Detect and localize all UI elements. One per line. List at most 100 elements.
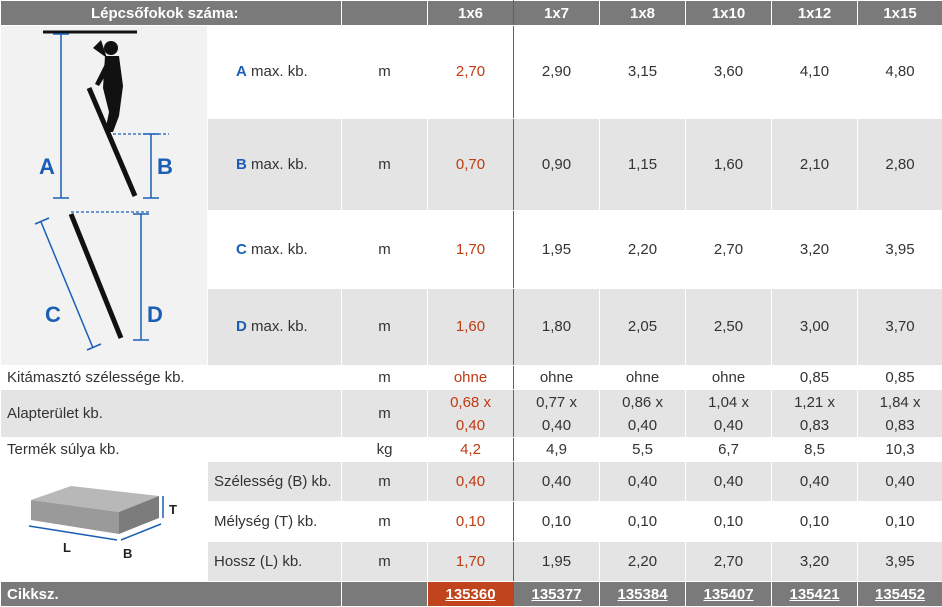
cell: 0,10 [858, 502, 942, 542]
cell: ohne [428, 366, 514, 390]
table-row: T L B Szélesség (B) kb. m 0,40 0,40 0,40… [1, 462, 942, 502]
table-row: Termék súlya kb. kg 4,2 4,9 5,5 6,7 8,5 … [1, 438, 942, 462]
article-cell: 135377 [514, 582, 600, 607]
article-link[interactable]: 135384 [617, 586, 667, 603]
row-label-b: B max. kb. [208, 118, 342, 211]
cell: 3,20 [772, 211, 858, 288]
cell: 0,10 [514, 502, 600, 542]
cell: 2,70 [428, 26, 514, 119]
unit: kg [342, 438, 428, 462]
row-label: Kitámasztó szélessége kb. [1, 366, 342, 390]
cell: 4,10 [772, 26, 858, 119]
label-b: B [157, 154, 173, 179]
table-row: A B C [1, 26, 942, 119]
cell: 0,70 [428, 118, 514, 211]
label-t: T [169, 502, 177, 517]
cell: 1,95 [514, 211, 600, 288]
cell: 3,20 [772, 542, 858, 582]
cell: ohne [686, 366, 772, 390]
header-title: Lépcsőfokok száma: [1, 1, 342, 26]
box-diagram-cell: T L B [1, 462, 208, 582]
cell: 3,95 [858, 542, 942, 582]
cell: 0,10 [428, 502, 514, 542]
box-diagram: T L B [1, 462, 207, 574]
unit: m [342, 390, 428, 438]
cell: 0,85 [772, 366, 858, 390]
cell: 2,70 [686, 211, 772, 288]
cell: 2,20 [600, 211, 686, 288]
cell: 0,40 [600, 462, 686, 502]
article-cell: 135384 [600, 582, 686, 607]
cell: 4,9 [514, 438, 600, 462]
col-1x10: 1x10 [686, 1, 772, 26]
col-1x6: 1x6 [428, 1, 514, 26]
row-label-c: C max. kb. [208, 211, 342, 288]
unit: m [342, 288, 428, 365]
cell: ohne [514, 366, 600, 390]
header-unit-blank [342, 1, 428, 26]
ladder-diagram-cell: A B C [1, 26, 208, 366]
footer-label: Cikksz. [1, 582, 342, 607]
cell: 10,3 [858, 438, 942, 462]
col-1x8: 1x8 [600, 1, 686, 26]
cell: 0,10 [686, 502, 772, 542]
header-row: Lépcsőfokok száma: 1x6 1x7 1x8 1x10 1x12… [1, 1, 942, 26]
cell: 1,60 [686, 118, 772, 211]
article-cell: 135452 [858, 582, 942, 607]
cell: 3,60 [686, 26, 772, 119]
cell: 0,40 [858, 462, 942, 502]
cell: 4,80 [858, 26, 942, 119]
row-label: Szélesség (B) kb. [208, 462, 342, 502]
label-b2: B [123, 546, 132, 561]
row-label: Alapterület kb. [1, 390, 342, 438]
label-l: L [63, 540, 71, 555]
article-cell: 135407 [686, 582, 772, 607]
cell: 0,40 [514, 462, 600, 502]
cell: ohne [600, 366, 686, 390]
article-cell: 135360 [428, 582, 514, 607]
cell: 0,10 [600, 502, 686, 542]
footer-unit-blank [342, 582, 428, 607]
article-link[interactable]: 135452 [875, 586, 925, 603]
article-cell: 135421 [772, 582, 858, 607]
cell: 6,7 [686, 438, 772, 462]
unit: m [342, 502, 428, 542]
unit: m [342, 366, 428, 390]
cell: 2,70 [686, 542, 772, 582]
unit: m [342, 211, 428, 288]
cell: 1,70 [428, 542, 514, 582]
cell: 0,40 [428, 462, 514, 502]
cell: 1,60 [428, 288, 514, 365]
cell: 1,70 [428, 211, 514, 288]
cell: 0,40 [686, 462, 772, 502]
cell: 0,10 [772, 502, 858, 542]
unit: m [342, 118, 428, 211]
cell: 3,95 [858, 211, 942, 288]
row-label-d: D max. kb. [208, 288, 342, 365]
article-link[interactable]: 135421 [789, 586, 839, 603]
cell: 8,5 [772, 438, 858, 462]
cell: 0,85 [858, 366, 942, 390]
cell: 5,5 [600, 438, 686, 462]
cell: 3,15 [600, 26, 686, 119]
article-link[interactable]: 135360 [445, 586, 495, 603]
article-link[interactable]: 135377 [531, 586, 581, 603]
unit: m [342, 26, 428, 119]
cell: 2,50 [686, 288, 772, 365]
row-label: Termék súlya kb. [1, 438, 342, 462]
cell: 1,15 [600, 118, 686, 211]
footer-row: Cikksz. 135360 135377 135384 135407 1354… [1, 582, 942, 607]
row-label: Mélység (T) kb. [208, 502, 342, 542]
label-a: A [39, 154, 55, 179]
label-d: D [147, 302, 163, 327]
cell: 0,90 [514, 118, 600, 211]
article-link[interactable]: 135407 [703, 586, 753, 603]
cell: 1,80 [514, 288, 600, 365]
